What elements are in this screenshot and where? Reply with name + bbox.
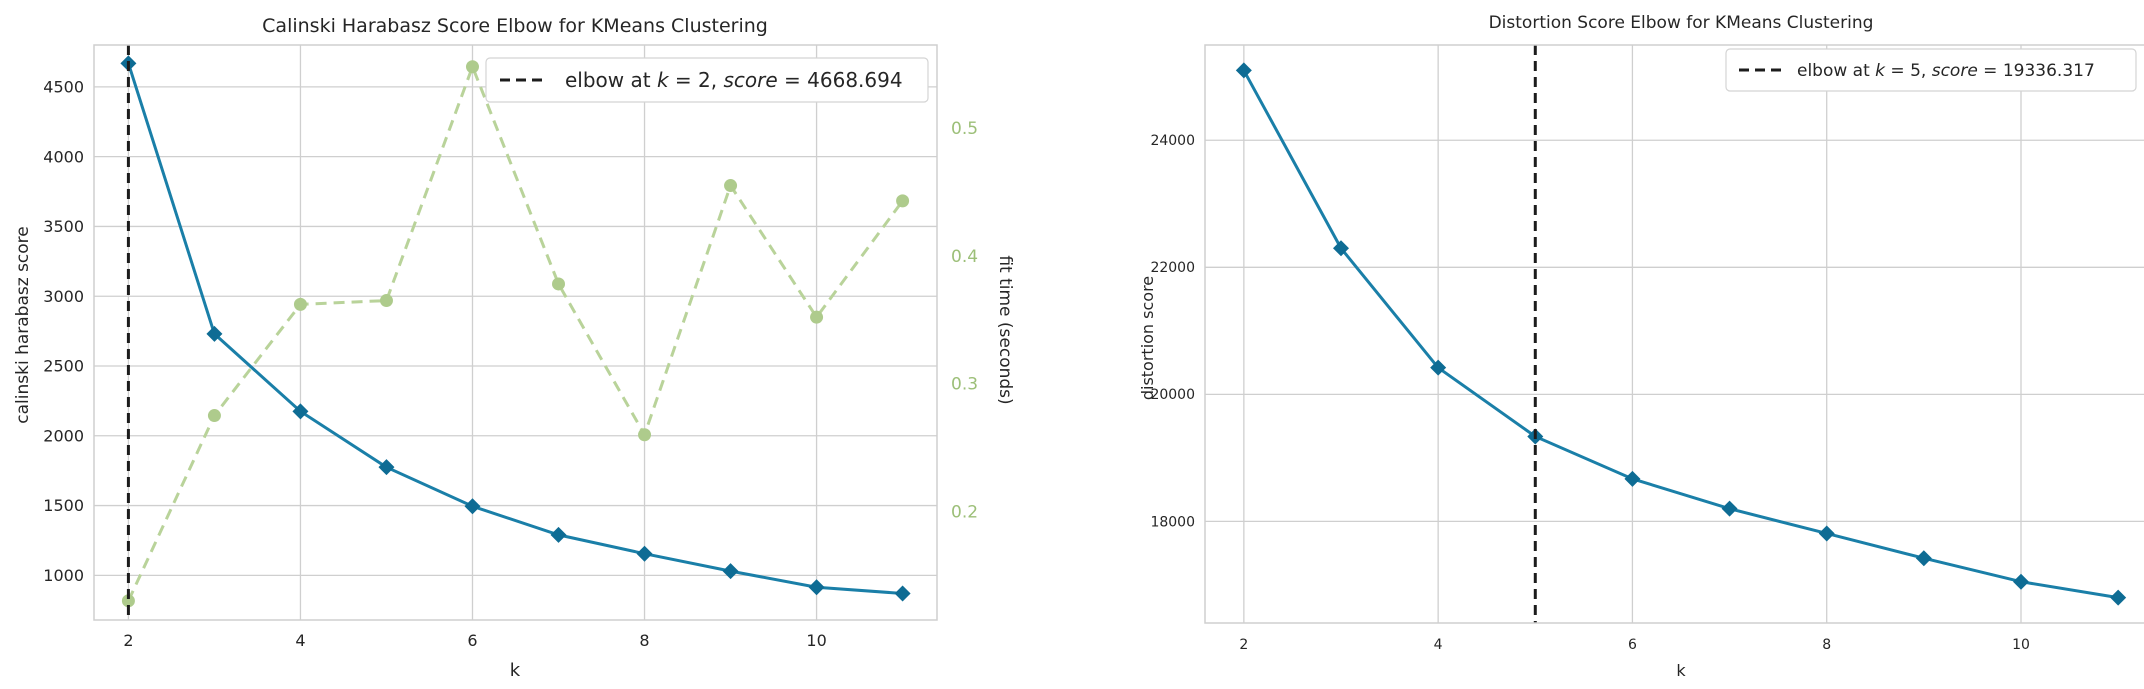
distortion-y-tick-label: 24000 [1150,133,1195,149]
fit-time-tick-label: 0.3 [951,375,978,395]
distortion-legend-label: elbow at k = 5, score = 19336.317 [1797,61,2095,81]
fit-time-point [293,297,307,311]
distortion-score-point [1624,470,1641,487]
fit-time-point [638,428,652,442]
distortion-score-point [1430,359,1447,376]
distortion-y-axis-label: distortion score [1138,276,1157,400]
calinski-y-tick-label: 3000 [43,287,84,306]
distortion-score-point [1915,550,1932,567]
distortion-score-line [1242,69,2119,600]
calinski-score-line [126,62,903,595]
calinski-score-point [378,459,395,476]
distortion-y-tick-label: 22000 [1150,260,1195,276]
fit-time-point [207,409,221,423]
fit-time-tick-label: 0.2 [951,502,978,522]
distortion-legend: elbow at k = 5, score = 19336.317 [1725,48,2137,92]
distortion-score-point [1818,525,1835,542]
calinski-score-point [722,563,739,580]
distortion-x-tick-label: 2 [1239,637,1248,653]
calinski-chart-title: Calinski Harabasz Score Elbow for KMeans… [262,15,768,37]
fit-time-point [810,310,824,324]
distortion-score-point [1333,240,1349,257]
fit-time-y-axis-label: fit time (seconds) [995,255,1015,404]
distortion-x-axis-label: k [1676,661,1686,680]
calinski-chart: Calinski Harabasz Score Elbow for KMeans… [13,15,1015,681]
fit-time-point [121,594,135,608]
calinski-score-point [894,585,911,602]
distortion-chart: Distortion Score Elbow for KMeans Cluste… [1138,13,2144,680]
calinski-score-point [636,545,653,562]
calinski-x-tick-label: 6 [467,631,477,650]
distortion-score-point [2013,573,2029,590]
distortion-x-tick-label: 10 [2012,637,2030,653]
calinski-plot-frame [93,44,938,621]
calinski-x-tick-label: 10 [806,631,826,650]
calinski-score-point [292,403,309,420]
calinski-x-tick-label: 8 [639,631,649,650]
calinski-x-axis-label: k [510,660,521,681]
distortion-y-tick-label: 18000 [1150,514,1195,530]
distortion-legend-box [1725,48,2137,92]
distortion-score-point [1235,62,1252,79]
distortion-y-tick-label: 20000 [1150,387,1195,403]
calinski-y-tick-label: 4000 [43,147,84,166]
distortion-chart-title: Distortion Score Elbow for KMeans Cluste… [1489,13,1874,33]
distortion-plot-frame [1204,44,2144,624]
calinski-x-tick-label: 4 [295,631,305,650]
fit-time-tick-label: 0.4 [951,247,978,267]
calinski-legend: elbow at k = 2, score = 4668.694 [485,57,929,103]
calinski-y-tick-label: 4500 [43,77,84,96]
fit-time-point [379,294,393,308]
calinski-score-point [464,498,481,515]
fit-time-point [552,277,566,291]
calinski-y-tick-label: 1000 [43,566,84,585]
distortion-x-tick-label: 6 [1628,637,1637,653]
fit-time-point [896,194,910,208]
calinski-score-point [550,526,567,543]
distortion-score-point [2110,589,2127,606]
fit-time-line [127,62,904,602]
fit-time-tick-label: 0.5 [951,119,978,139]
calinski-legend-box [485,57,929,103]
fit-time-point [724,179,738,193]
calinski-score-point [808,579,825,596]
calinski-y-tick-label: 2000 [43,426,84,445]
calinski-legend-label: elbow at k = 2, score = 4668.694 [565,68,903,92]
calinski-y-axis-label: calinski harabasz score [13,226,33,423]
calinski-y-tick-label: 2500 [43,357,84,376]
calinski-score-point [206,325,223,342]
distortion-x-tick-label: 4 [1434,637,1443,653]
calinski-y-tick-label: 3500 [43,217,84,236]
distortion-x-tick-label: 8 [1822,637,1831,653]
calinski-x-tick-label: 2 [123,631,133,650]
distortion-score-point [1721,500,1738,517]
calinski-y-tick-label: 1500 [43,496,84,515]
fit-time-point [465,60,479,74]
